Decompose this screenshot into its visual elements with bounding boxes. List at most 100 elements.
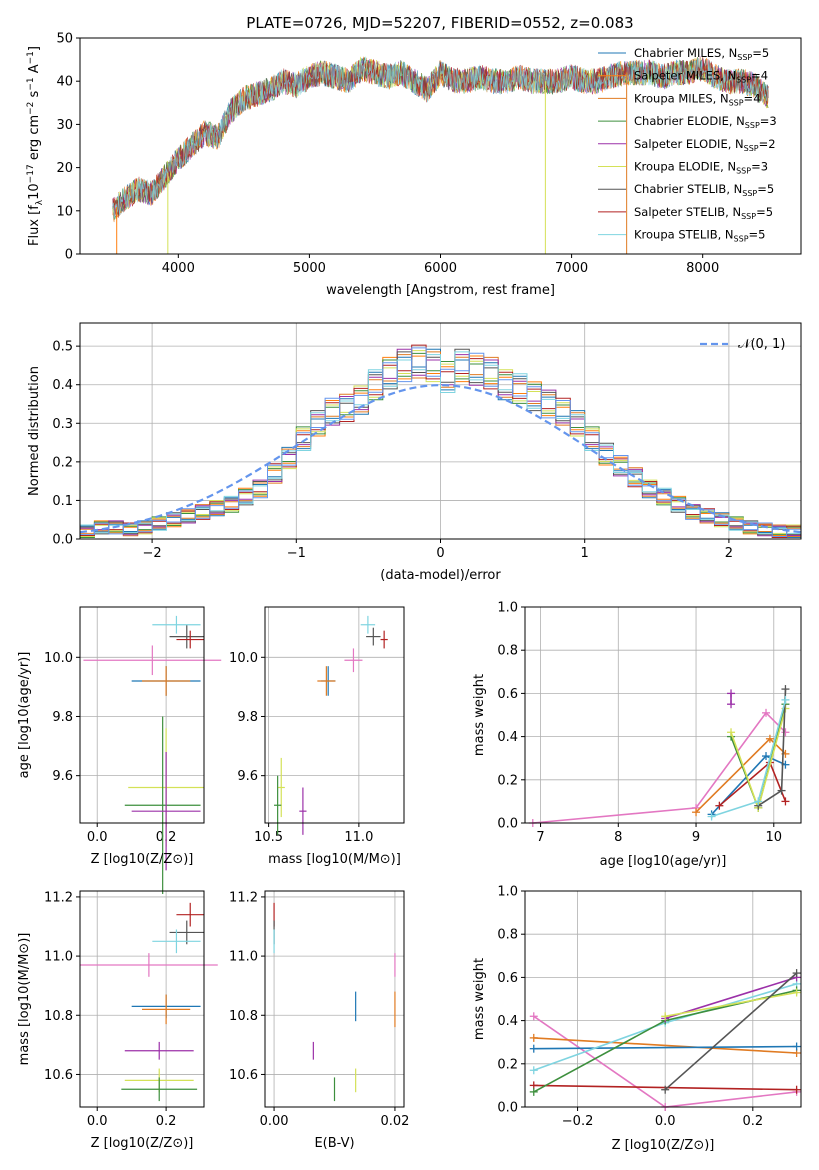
y-tick-label: 9.8 [52, 710, 73, 725]
y-tick-label: 0.1 [52, 494, 73, 509]
legend-n-ssp: 4 [753, 91, 760, 105]
legend-n-ssp: 2 [768, 137, 775, 151]
y-axis-label: mass weight [472, 674, 487, 756]
y-axis-label: Flux [fλ10−17 erg cm−2 s−1 A−1] [26, 46, 45, 246]
y-axis-label-part: erg cm [27, 115, 42, 164]
grid-lines [525, 606, 801, 824]
y-tick-label: 40 [56, 75, 73, 90]
y-axis-label: mass [log10(M/M⊙)] [17, 933, 32, 1066]
legend-series-name: Salpeter MILES [634, 69, 720, 83]
histogram-step [80, 351, 801, 535]
legend-entry: Kroupa STELIB, NSSP=5 [634, 228, 766, 244]
legend-series-name: Kroupa ELODIE [634, 160, 720, 174]
age-vs-Z-panel: 0.0 0.29.69.810.0Z [log10(Z/Z⊙)]age [log1… [17, 606, 222, 895]
y-axis-label-part: λ [35, 199, 45, 205]
y-tick-label: 0.6 [497, 971, 518, 986]
y-tick-label: 0.8 [497, 928, 518, 943]
x-tick-label: 5000 [293, 261, 326, 276]
y-tick-label: 0.4 [497, 1014, 518, 1029]
legend-entry: Kroupa MILES, NSSP=4 [634, 91, 761, 107]
weight-line [533, 1045, 797, 1050]
legend-n-ssp: 5 [762, 46, 769, 60]
y-tick-label: 0.3 [52, 417, 73, 432]
legend-n-ssp: 3 [761, 160, 768, 174]
tick-labels: 0.00 0.02 10.6 10.8 11.0 11.2 [229, 890, 409, 1129]
axes-frame [264, 890, 405, 1108]
y-tick-label: 10.6 [229, 1068, 258, 1083]
y-tick-label: 9.6 [237, 769, 258, 784]
legend-entry: Chabrier MILES, NSSP=5 [634, 46, 769, 62]
axes-frame [264, 606, 405, 824]
x-tick-label: 0.0 [87, 1114, 108, 1129]
y-tick-label: 0 [65, 248, 73, 263]
x-axis-label: wavelength [Angstrom, rest frame] [326, 283, 555, 298]
y-tick-label: 11.0 [44, 950, 73, 965]
normal-curve [79, 383, 802, 534]
legend-entry: Salpeter MILES, NSSP=4 [634, 69, 768, 85]
tick-labels: 4000 5000 6000 7000 8000 0 10 20 30 40 50 [56, 32, 719, 277]
mass-weight-vs-Z-panel: −0.2 0.0 0.2 0.0 0.2 0.4 0.6 0.8 1.0 Z [log10(Z/Z… [472, 885, 802, 1153]
x-axis-label: E(B-V) [314, 1136, 354, 1151]
tick-labels: −2 −1 0 1 2 0.0 0.1 0.2 0.3 0.4 0.5 [52, 340, 733, 561]
x-tick-label: 0.0 [655, 1114, 676, 1129]
spectrum-line [112, 58, 769, 218]
y-tick-label: 0.0 [497, 817, 518, 832]
y-axis-label-part: A [27, 64, 42, 77]
mass-vs-Z-panel: 0.0 0.2 10.6 10.8 11.0 11.2 Z [log10(Z/Z⊙)] mas… [17, 890, 218, 1151]
weight-line [533, 1037, 797, 1054]
tick-labels: 0.0 0.2 10.6 10.8 11.0 11.2 [44, 890, 176, 1129]
y-tick-label: 10 [56, 204, 73, 219]
x-axis-label: (data-model)/error [380, 568, 501, 583]
x-tick-label: −2 [143, 546, 162, 561]
legend-n-ssp: 5 [767, 182, 774, 196]
y-axis-label-part: −1 [26, 51, 36, 64]
legend-entry: Chabrier ELODIE, NSSP=3 [634, 114, 777, 130]
spectrum-drops [116, 72, 628, 254]
y-tick-label: 11.2 [44, 890, 73, 905]
figure-title: PLATE=0726, MJD=52207, FIBERID=0552, z=0… [246, 14, 633, 32]
x-tick-label: 7 [536, 830, 544, 845]
tick-labels: 10.5 11.0 9.6 9.8 10.0 [229, 651, 373, 845]
legend-n-ssp: 5 [766, 205, 773, 219]
legend-series-name: Chabrier ELODIE [634, 114, 729, 128]
x-axis-label: Z [log10(Z/Z⊙)] [612, 1138, 715, 1153]
y-tick-label: 10.0 [229, 651, 258, 666]
weight-lines [528, 685, 790, 827]
y-tick-label: 10.8 [44, 1009, 73, 1024]
y-axis-label-part: −2 [26, 102, 36, 115]
y-tick-label: 0.8 [497, 644, 518, 659]
legend-n-ssp: 5 [758, 228, 765, 242]
y-tick-label: 0.0 [497, 1101, 518, 1116]
x-tick-label: 9 [692, 830, 700, 845]
x-tick-label: 0.00 [260, 1114, 289, 1129]
grid-lines [265, 607, 404, 823]
y-axis-label-part: ] [27, 46, 42, 51]
legend-series-name: Chabrier STELIB [634, 182, 726, 196]
legend-entry: 𝒩(0, 1) [738, 337, 785, 352]
x-tick-label: 1 [581, 546, 589, 561]
x-tick-label: 0.2 [742, 1114, 763, 1129]
data-points [273, 902, 396, 1102]
x-tick-label: −1 [287, 546, 306, 561]
y-axis-label: age [log10(age/yr)] [17, 652, 32, 779]
tick-labels: 0.0 0.29.69.810.0 [44, 651, 176, 845]
x-tick-label: 0.02 [380, 1114, 409, 1129]
legend-series-name: Salpeter STELIB [634, 205, 725, 219]
y-tick-label: 10.0 [44, 651, 73, 666]
spectrum-panel: 4000 5000 6000 7000 8000 0 10 20 30 40 50 wavelengt… [26, 32, 802, 298]
y-tick-label: 0.2 [497, 773, 518, 788]
x-tick-label: 2 [725, 546, 733, 561]
y-tick-label: 0.2 [52, 455, 73, 470]
data-points [83, 615, 222, 895]
x-tick-label: 8 [614, 830, 622, 845]
x-tick-label: 0.0 [87, 830, 108, 845]
x-tick-label: 11.0 [344, 830, 373, 845]
spectra [112, 56, 769, 223]
y-tick-label: 1.0 [497, 601, 518, 616]
x-axis-label: Z [log10(Z/Z⊙)] [91, 1136, 194, 1151]
y-tick-label: 50 [56, 32, 73, 47]
y-tick-label: 0.0 [52, 533, 73, 548]
x-axis-label: age [log10(age/yr)] [600, 854, 727, 869]
axes-frame [79, 890, 205, 1108]
